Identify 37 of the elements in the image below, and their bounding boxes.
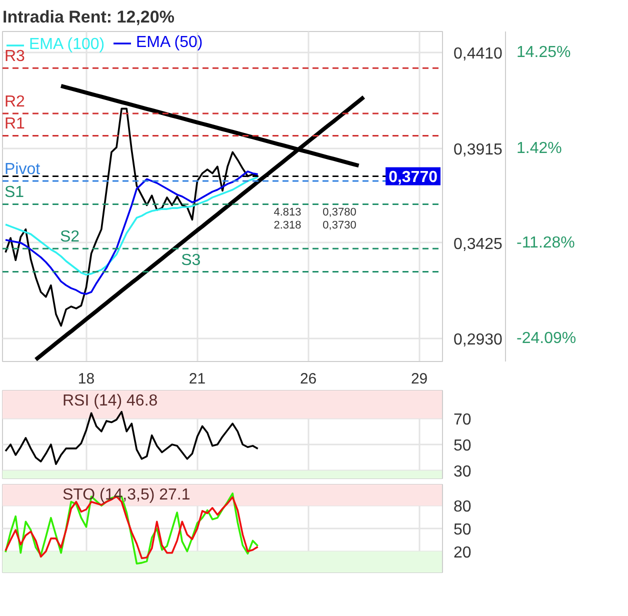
y-tick-label: 50	[454, 522, 472, 538]
y-tick-label: 80	[454, 498, 472, 516]
legend-label: EMA (50)	[136, 34, 203, 52]
y-tick-label: 0,3915	[454, 141, 503, 158]
y-tick-label: 50	[454, 438, 472, 455]
line-series	[4, 176, 259, 276]
chart-title: Intradia Rent: 12,20%	[2, 8, 174, 26]
y-tick-label: 0,4410	[454, 46, 503, 63]
y2-tick-label: 14.25%	[516, 44, 571, 62]
ref-line-label: Pivot	[4, 161, 41, 178]
y-tick-label: 70	[454, 411, 472, 428]
line-series	[4, 410, 259, 466]
x-tick-label: 21	[188, 370, 206, 388]
chart-title: STO (14,3,5) 27.1	[62, 486, 190, 504]
ref-line-label: S3	[181, 252, 201, 269]
legend-label: EMA (100)	[29, 36, 105, 54]
ref-line-label: R1	[4, 116, 26, 133]
ref-line-label: R2	[4, 94, 26, 111]
x-tick-label: 18	[78, 370, 95, 388]
ref-line-label: S2	[60, 228, 80, 246]
chart-title: RSI (14) 46.8	[62, 392, 158, 410]
y-tick-label: 30	[454, 464, 472, 481]
y-tick-label: 0,3425	[454, 236, 503, 253]
x-tick-label: 26	[300, 370, 317, 388]
annotation: 4.813	[274, 206, 302, 218]
y2-tick-label: 1.42%	[516, 140, 562, 157]
y-tick-label: 0,2930	[454, 331, 503, 348]
annotation: 0,3780	[322, 206, 356, 218]
y-tick-label: 20	[454, 544, 472, 562]
y2-tick-label: -11.28%	[516, 234, 575, 252]
annotation: 2.318	[274, 219, 302, 232]
ref-line-label: S1	[4, 184, 24, 202]
annotation: 0,3730	[322, 219, 356, 232]
y2-tick-label: -24.09%	[516, 330, 576, 347]
x-tick-label: 29	[410, 370, 428, 388]
ref-line-label: R3	[4, 48, 26, 66]
annotation: 0,3770	[388, 169, 438, 186]
